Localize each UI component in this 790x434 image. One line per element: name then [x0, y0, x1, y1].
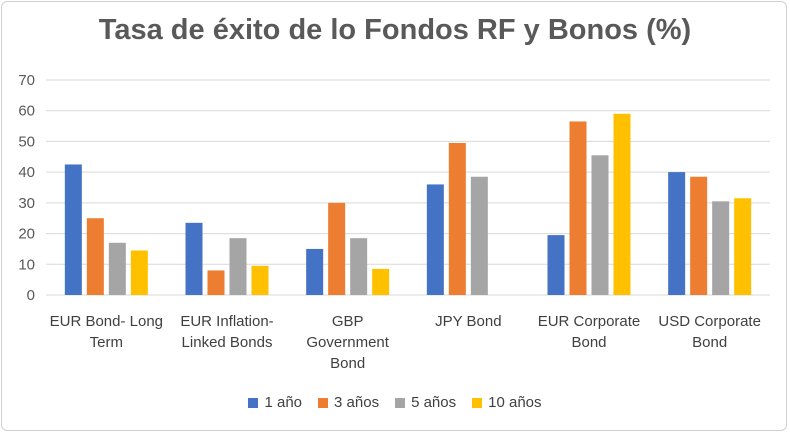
legend-label: 1 año	[264, 394, 303, 411]
chart-title: Tasa de éxito de lo Fondos RF y Bonos (%…	[98, 14, 692, 46]
legend-item: 5 años	[395, 394, 456, 411]
legend-item: 3 años	[318, 394, 379, 411]
bar	[185, 222, 203, 295]
x-tick-label: Bond	[330, 355, 365, 372]
y-tick-label: 70	[18, 72, 35, 89]
bar	[426, 184, 444, 295]
x-tick-label: USD Corporate	[658, 313, 761, 330]
legend-swatch	[318, 397, 329, 408]
legend-swatch	[472, 397, 483, 408]
bar	[470, 176, 488, 295]
x-tick-label: EUR Bond- Long	[50, 313, 163, 330]
bar	[734, 198, 752, 295]
bar	[569, 121, 587, 295]
bar	[86, 218, 104, 295]
bar	[350, 238, 368, 295]
bar	[229, 238, 247, 295]
x-tick-label: JPY Bond	[435, 313, 501, 330]
y-tick-label: 60	[18, 103, 35, 120]
bar	[207, 270, 225, 295]
legend-label: 3 años	[334, 394, 380, 411]
chart-legend: 1 año 3 años 5 años 10 años	[0, 394, 790, 411]
x-tick-label: Linked Bonds	[182, 334, 273, 351]
bar	[613, 113, 631, 296]
legend-swatch	[395, 397, 406, 408]
y-tick-label: 10	[18, 256, 35, 273]
y-tick-label: 40	[18, 164, 35, 181]
legend-item: 10 años	[472, 394, 542, 411]
x-tick-label: Term	[90, 334, 123, 351]
bar	[591, 155, 609, 295]
bar	[372, 268, 390, 295]
x-tick-label: EUR Corporate	[538, 313, 641, 330]
bar	[64, 164, 82, 295]
bar	[251, 265, 269, 295]
legend-swatch	[248, 397, 259, 408]
bar	[108, 242, 126, 295]
x-tick-label: GBP	[332, 313, 364, 330]
x-tick-label: Bond	[692, 334, 727, 351]
x-tick-label: Government	[306, 334, 389, 351]
bar	[547, 235, 565, 295]
bar	[712, 201, 730, 295]
x-tick-label: EUR Inflation-	[180, 313, 273, 330]
bar	[328, 202, 346, 295]
y-tick-label: 30	[18, 195, 35, 212]
bar	[306, 248, 324, 295]
y-tick-label: 0	[27, 287, 35, 304]
bar	[668, 172, 686, 295]
bar	[130, 250, 148, 295]
y-tick-label: 50	[18, 133, 35, 150]
legend-label: 5 años	[411, 394, 457, 411]
x-tick-label: Bond	[571, 334, 606, 351]
legend-label: 10 años	[488, 394, 542, 411]
bar	[690, 176, 708, 295]
bar	[448, 142, 466, 295]
y-tick-label: 20	[18, 226, 35, 243]
legend-item: 1 año	[248, 394, 302, 411]
